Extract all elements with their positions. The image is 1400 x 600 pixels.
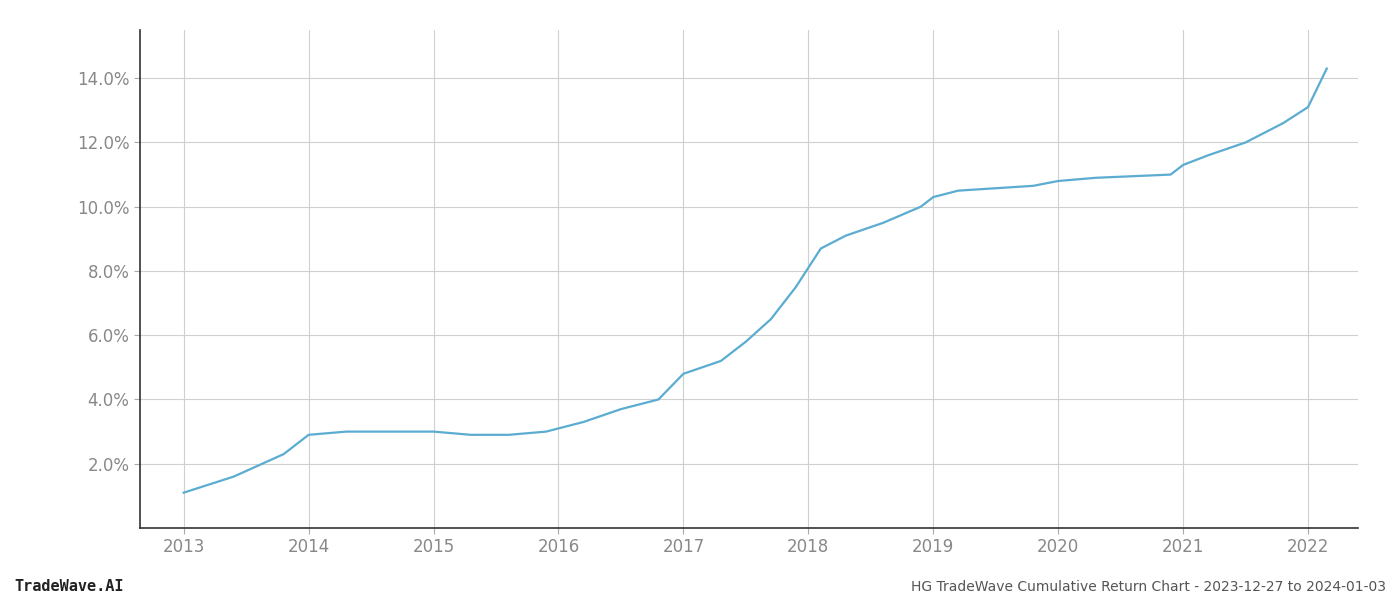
- Text: HG TradeWave Cumulative Return Chart - 2023-12-27 to 2024-01-03: HG TradeWave Cumulative Return Chart - 2…: [911, 580, 1386, 594]
- Text: TradeWave.AI: TradeWave.AI: [14, 579, 123, 594]
